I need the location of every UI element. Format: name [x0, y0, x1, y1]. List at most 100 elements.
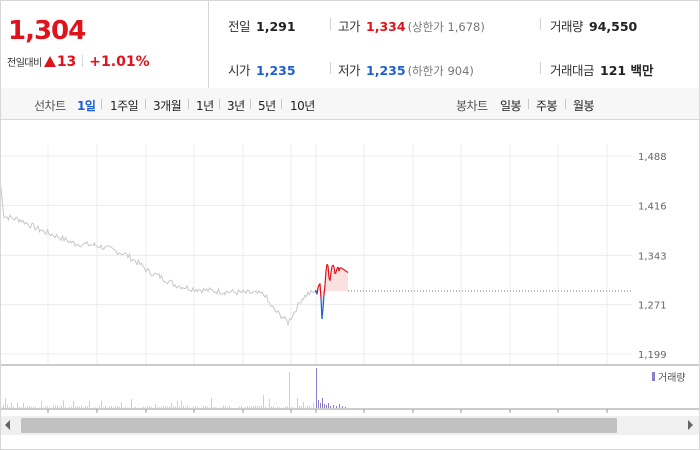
volume-bar: [269, 399, 270, 408]
today-up-segment: [345, 270, 349, 273]
volume-bar: [157, 406, 158, 408]
summary-panel: 1,304 전일대비 13 +1.01% 전일 1,291 고가 1,334 (상한가 1…: [0, 0, 700, 89]
volume-bar: [109, 406, 110, 408]
volume-bar: [57, 405, 58, 408]
volume-bar-today: [326, 405, 327, 408]
volume-bar: [23, 403, 24, 408]
volume-bar: [279, 407, 280, 408]
line-chart-label: 선차트: [34, 99, 66, 113]
stat-label: 시가: [228, 63, 251, 78]
volume-bar: [111, 406, 112, 408]
volume-bar: [215, 407, 216, 408]
volume-bars: [1, 368, 346, 408]
candle-daily[interactable]: 일봉: [500, 99, 522, 113]
volume-bar-today: [339, 404, 340, 408]
candle-monthly[interactable]: 월봉: [573, 99, 595, 113]
period-1d[interactable]: 1일: [77, 99, 96, 113]
volume-bar-today: [330, 406, 331, 408]
volume-bar-today: [316, 368, 317, 408]
volume-bar: [227, 407, 228, 408]
today-up-segment: [329, 272, 332, 281]
volume-bar: [117, 406, 118, 408]
today-up-segment: [325, 264, 328, 272]
volume-bar: [7, 404, 8, 408]
stat-high: 고가 1,334 (상한가 1,678): [338, 16, 485, 35]
volume-bar-today: [322, 398, 323, 408]
volume-bar: [145, 406, 146, 408]
divider: [330, 18, 331, 30]
volume-bar: [41, 400, 42, 408]
volume-bar: [259, 406, 260, 408]
volume-bar: [73, 401, 74, 408]
stat-label: 고가: [338, 19, 361, 34]
divider: [219, 99, 220, 109]
volume-bar: [257, 405, 258, 408]
today-up-segment: [333, 266, 336, 274]
volume-bar: [105, 405, 106, 408]
volume-legend-swatch: [652, 372, 655, 381]
scroll-thumb[interactable]: [21, 418, 617, 433]
stat-sub: (상한가 1,678): [407, 20, 485, 34]
volume-bar: [85, 406, 86, 408]
volume-bar: [65, 406, 66, 408]
volume-bar: [103, 407, 104, 408]
up-triangle-icon: [43, 56, 56, 67]
volume-bar: [119, 406, 120, 408]
divider: [540, 18, 541, 30]
today-up-segment: [334, 272, 337, 275]
volume-bar: [177, 400, 178, 408]
volume-bar: [251, 406, 252, 408]
volume-bar: [291, 407, 292, 408]
divider: [528, 99, 529, 109]
chart-scrollbar[interactable]: [0, 416, 700, 435]
volume-bar: [207, 406, 208, 408]
period-10y[interactable]: 10년: [290, 99, 315, 113]
volume-bar: [271, 406, 272, 408]
scroll-left-icon[interactable]: [5, 420, 10, 430]
volume-bar: [297, 398, 298, 408]
volume-bar: [303, 401, 304, 408]
period-1y[interactable]: 1년: [196, 99, 214, 113]
volume-bar: [299, 405, 300, 408]
today-up-segment: [332, 264, 335, 268]
volume-bar: [309, 405, 310, 408]
period-3y[interactable]: 3년: [227, 99, 245, 113]
volume-bar: [167, 406, 168, 408]
volume-bar: [47, 406, 48, 408]
divider: [281, 99, 282, 109]
x-ticks: [47, 409, 608, 413]
scroll-right-icon[interactable]: [688, 420, 693, 430]
y-tick-label: 1,199: [638, 350, 667, 361]
candle-weekly[interactable]: 주봉: [536, 99, 558, 113]
volume-bar: [305, 407, 306, 408]
volume-bar: [197, 406, 198, 408]
today-up-segment: [335, 268, 338, 273]
divider: [82, 55, 84, 67]
volume-bar: [45, 405, 46, 408]
volume-bar: [101, 400, 102, 408]
volume-bar: [79, 406, 80, 408]
volume-bar: [161, 406, 162, 408]
volume-bar: [209, 407, 210, 408]
stat-value: 1,235: [366, 63, 406, 78]
period-5y[interactable]: 5년: [258, 99, 276, 113]
volume-bar: [69, 406, 70, 408]
period-1w[interactable]: 1주일: [110, 99, 139, 113]
volume-bar: [35, 407, 36, 408]
chart-grid: [0, 144, 632, 365]
volume-bar: [249, 406, 250, 408]
today-up-segment: [319, 283, 322, 299]
volume-bar: [311, 407, 312, 408]
volume-bar: [25, 407, 26, 408]
volume-bar: [121, 402, 122, 408]
change-value: 13: [56, 54, 77, 70]
volume-bar: [75, 406, 76, 408]
today-up-segment: [341, 267, 345, 271]
volume-bar: [261, 405, 262, 408]
stat-open: 시가 1,235: [228, 60, 296, 79]
volume-bar: [31, 406, 32, 408]
volume-bar: [87, 406, 88, 408]
volume-bar: [285, 406, 286, 408]
period-3m[interactable]: 3개월: [153, 99, 182, 113]
